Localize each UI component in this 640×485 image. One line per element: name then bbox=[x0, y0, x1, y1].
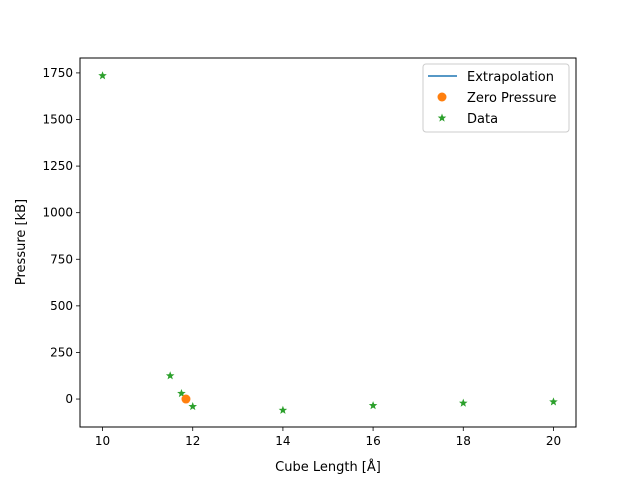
legend: Extrapolation Zero Pressure Data bbox=[422, 63, 570, 133]
x-tick-label: 10 bbox=[95, 434, 110, 448]
y-tick-label: 1000 bbox=[42, 206, 73, 220]
data-point-star bbox=[188, 402, 198, 411]
x-tick-label: 20 bbox=[546, 434, 561, 448]
y-tick-label: 0 bbox=[65, 392, 73, 406]
data-point-star bbox=[549, 397, 558, 406]
legend-zero-pressure-marker-icon bbox=[437, 92, 447, 102]
legend-extrapolation-label: Extrapolation bbox=[467, 70, 554, 85]
axis-ticks: 10 12 14 16 18 20 0 250 500 750 1000 1250 1500 1750 bbox=[42, 66, 561, 448]
y-tick-label: 1750 bbox=[42, 66, 73, 80]
x-tick-label: 12 bbox=[185, 434, 200, 448]
legend-data-label: Data bbox=[467, 112, 498, 127]
y-tick-label: 1500 bbox=[42, 113, 73, 127]
y-axis-label: Pressure [kB] bbox=[14, 199, 29, 285]
legend-box bbox=[422, 63, 570, 133]
data-point-star bbox=[98, 71, 107, 80]
plot-marks bbox=[98, 71, 558, 414]
x-tick-label: 14 bbox=[275, 434, 290, 448]
legend-data-star-icon bbox=[437, 113, 447, 122]
zero-pressure-point bbox=[181, 394, 191, 404]
x-axis-label: Cube Length [Å] bbox=[275, 459, 381, 475]
y-tick-label: 750 bbox=[50, 252, 73, 266]
data-point-star bbox=[165, 371, 175, 380]
data-point-star bbox=[458, 398, 468, 407]
x-tick-label: 16 bbox=[365, 434, 380, 448]
plot-frame bbox=[79, 57, 577, 428]
data-point-star bbox=[177, 388, 186, 398]
y-tick-label: 250 bbox=[50, 345, 73, 359]
data-point-star bbox=[278, 405, 288, 414]
data-point-star bbox=[368, 401, 378, 410]
y-tick-label: 500 bbox=[50, 299, 73, 313]
y-tick-label: 1250 bbox=[42, 159, 73, 173]
legend-zero-pressure-label: Zero Pressure bbox=[467, 91, 557, 106]
x-tick-label: 18 bbox=[456, 434, 471, 448]
